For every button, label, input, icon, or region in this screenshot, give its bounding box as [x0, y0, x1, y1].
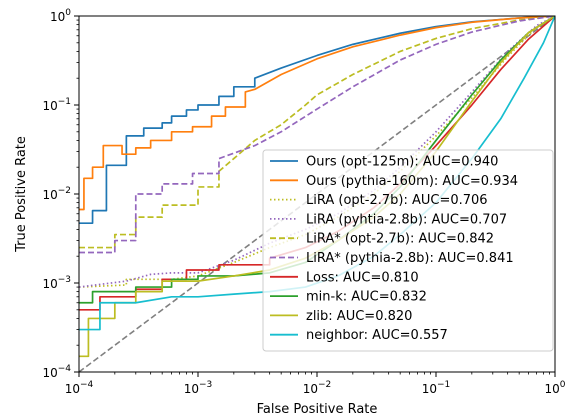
y-tick-label-2: 10−3: [42, 275, 71, 291]
series-line-6: [79, 16, 555, 254]
series-line-2: [79, 16, 555, 211]
y-tick-label-4: 10−1: [42, 97, 71, 113]
x-axis-label: False Positive Rate: [257, 402, 378, 417]
x-tick-label-4: 10−1: [422, 380, 451, 396]
legend-label-3: LiRA (opt-2.7b): AUC=0.706: [306, 193, 488, 208]
y-tick-label-1: 10−4: [42, 364, 71, 380]
series-line-5: [79, 16, 555, 249]
legend-label-2: Ours (pythia-160m): AUC=0.934: [306, 174, 518, 189]
legend-label-1: Ours (opt-125m): AUC=0.940: [306, 155, 498, 170]
series-line-1: [79, 16, 555, 225]
x-tick-label-2: 10−3: [184, 380, 213, 396]
legend-label-5: LiRA* (opt-2.7b): AUC=0.842: [306, 232, 494, 247]
legend-box: [262, 149, 554, 352]
x-tick-label-3: 10−2: [303, 380, 332, 396]
axis-ticks: 10−4 10−3 10−2 10−1 100 10−4 10−3 10−2 10−1 100: [42, 8, 565, 396]
legend: Ours (opt-125m): AUC=0.940 Ours (pythia-1…: [262, 149, 554, 352]
legend-label-9: zlib: AUC=0.820: [306, 309, 412, 324]
y-axis-label: True Positive Rate: [14, 136, 29, 253]
legend-label-7: Loss: AUC=0.810: [306, 270, 419, 285]
legend-label-8: min-k: AUC=0.832: [306, 290, 427, 305]
x-tick-label-5: 100: [544, 380, 565, 396]
y-tick-label-3: 10−2: [42, 186, 71, 202]
legend-label-10: neighbor: AUC=0.557: [306, 328, 448, 343]
legend-label-4: LiRA (pyhtia-2.8b): AUC=0.707: [306, 212, 507, 227]
x-tick-label-1: 10−4: [65, 380, 94, 396]
series-line-9: [79, 16, 555, 358]
y-tick-label-5: 100: [50, 8, 71, 24]
plot-area: [79, 16, 555, 372]
legend-label-6: LiRA* (pythia-2.8b): AUC=0.841: [306, 251, 514, 266]
series-line-4: [79, 16, 555, 288]
